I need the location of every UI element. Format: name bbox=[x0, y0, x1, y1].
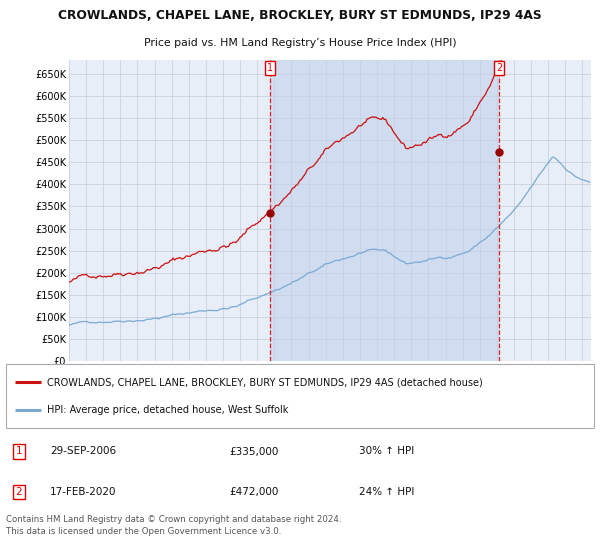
Text: CROWLANDS, CHAPEL LANE, BROCKLEY, BURY ST EDMUNDS, IP29 4AS (detached house): CROWLANDS, CHAPEL LANE, BROCKLEY, BURY S… bbox=[47, 377, 483, 387]
Text: 1: 1 bbox=[267, 63, 273, 73]
Text: 24% ↑ HPI: 24% ↑ HPI bbox=[359, 487, 414, 497]
Text: Contains HM Land Registry data © Crown copyright and database right 2024.
This d: Contains HM Land Registry data © Crown c… bbox=[6, 515, 341, 536]
Text: 2: 2 bbox=[496, 63, 502, 73]
Text: HPI: Average price, detached house, West Suffolk: HPI: Average price, detached house, West… bbox=[47, 405, 289, 416]
Text: £472,000: £472,000 bbox=[229, 487, 279, 497]
Text: £335,000: £335,000 bbox=[229, 446, 279, 456]
FancyBboxPatch shape bbox=[6, 364, 594, 428]
Text: 29-SEP-2006: 29-SEP-2006 bbox=[50, 446, 116, 456]
Text: 30% ↑ HPI: 30% ↑ HPI bbox=[359, 446, 414, 456]
Text: 17-FEB-2020: 17-FEB-2020 bbox=[50, 487, 116, 497]
Text: CROWLANDS, CHAPEL LANE, BROCKLEY, BURY ST EDMUNDS, IP29 4AS: CROWLANDS, CHAPEL LANE, BROCKLEY, BURY S… bbox=[58, 9, 542, 22]
Bar bbox=[270, 60, 499, 361]
Text: 1: 1 bbox=[16, 446, 22, 456]
Text: Price paid vs. HM Land Registry’s House Price Index (HPI): Price paid vs. HM Land Registry’s House … bbox=[143, 38, 457, 48]
Text: 2: 2 bbox=[16, 487, 22, 497]
